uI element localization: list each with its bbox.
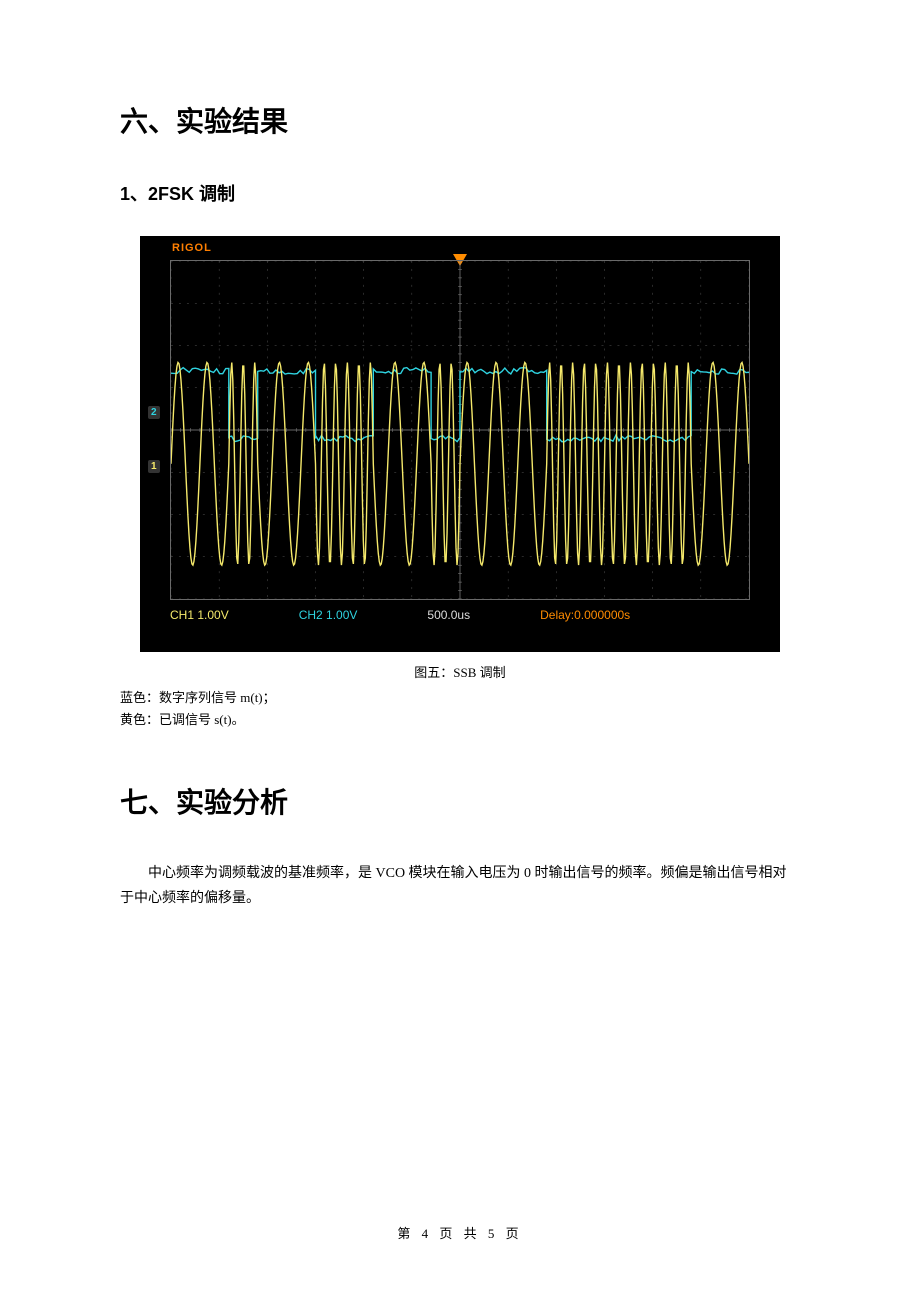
legend-line-yellow: 黄色：已调信号 s(t)。 — [120, 709, 800, 731]
figure-legend: 蓝色：数字序列信号 m(t)； 黄色：已调信号 s(t)。 — [120, 687, 800, 731]
section-6-title: 六、实验结果 — [120, 100, 800, 140]
ch1-ground-marker: 1 — [148, 460, 160, 473]
analysis-paragraph: 中心频率为调频载波的基准频率，是 VCO 模块在输入电压为 0 时输出信号的频率… — [120, 861, 800, 911]
figure-caption: 图五：SSB 调制 — [120, 662, 800, 681]
oscilloscope-figure: RIGOL 2 1 CH1 1.00V CH2 1.00V 500.0us De… — [140, 236, 780, 652]
ch1-scale-label: CH1 1.00V — [170, 608, 229, 622]
delay-label: Delay:0.000000s — [540, 608, 630, 622]
ch2-scale-label: CH2 1.00V — [299, 608, 358, 622]
timebase-label: 500.0us — [427, 608, 470, 622]
section-7-title: 七、实验分析 — [120, 781, 800, 821]
oscilloscope-screen: RIGOL 2 1 CH1 1.00V CH2 1.00V 500.0us De… — [140, 236, 780, 652]
legend-line-blue: 蓝色：数字序列信号 m(t)； — [120, 687, 800, 709]
scope-waveform-area — [170, 260, 750, 600]
page-number-footer: 第 4 页 共 5 页 — [0, 1223, 920, 1242]
scope-brand-label: RIGOL — [172, 242, 212, 254]
scope-status-bar: CH1 1.00V CH2 1.00V 500.0us Delay:0.0000… — [170, 608, 750, 622]
subsection-1-title: 1、2FSK 调制 — [120, 180, 800, 206]
ch2-ground-marker: 2 — [148, 406, 160, 419]
